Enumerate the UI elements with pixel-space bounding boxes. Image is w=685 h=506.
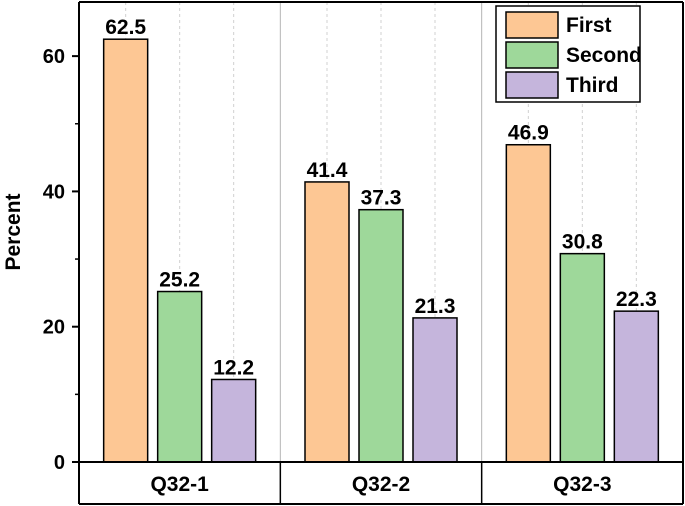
y-axis-title: Percent (2, 193, 25, 270)
axes: Q32-1 Q32-2 Q32-3 0 20 40 60 (43, 1, 684, 505)
legend-swatch-second (505, 41, 559, 69)
data-label-q32-3-second: 30.8 (562, 231, 603, 254)
legend-swatch-first (505, 11, 559, 39)
bar-q32-3-third (613, 310, 660, 463)
bar-q32-2-third (412, 317, 458, 463)
data-label-q32-3-first: 46.9 (508, 122, 549, 145)
bar-q32-3-first (505, 143, 552, 463)
legend: First Second Third (495, 5, 642, 103)
y-tick-label: 60 (43, 46, 65, 68)
bar-q32-1-second (156, 290, 203, 463)
legend-label-first: First (566, 14, 612, 37)
bar-q32-3-second (559, 252, 606, 463)
data-label-q32-1-first: 62.5 (105, 16, 146, 39)
data-label-q32-1-second: 25.2 (159, 269, 200, 292)
bar-q32-2-first (304, 181, 350, 463)
data-label-q32-2-second: 37.3 (361, 187, 402, 210)
legend-label-second: Second (566, 44, 642, 67)
y-tick-label: 40 (43, 181, 65, 203)
bar-q32-2-second (358, 208, 404, 463)
bar-q32-1-third (210, 378, 257, 463)
y-tick-label: 20 (43, 317, 65, 339)
data-label-q32-2-third: 21.3 (415, 295, 456, 318)
bars (102, 38, 660, 463)
data-label-q32-3-third: 22.3 (616, 288, 657, 311)
category-label-q32-3: Q32-3 (553, 473, 611, 496)
category-label-q32-1: Q32-1 (150, 473, 209, 496)
data-label-q32-1-third: 12.2 (213, 356, 254, 379)
y-tick-label: 0 (54, 452, 65, 474)
legend-label-third: Third (566, 74, 619, 97)
data-labels: 62.5 25.2 12.2 41.4 37.3 21.3 46.9 30.8 22.3 (105, 16, 657, 379)
data-label-q32-2-first: 41.4 (307, 159, 348, 182)
bar-q32-1-first (102, 38, 149, 463)
legend-swatch-third (505, 71, 559, 99)
category-label-q32-2: Q32-2 (352, 473, 410, 496)
